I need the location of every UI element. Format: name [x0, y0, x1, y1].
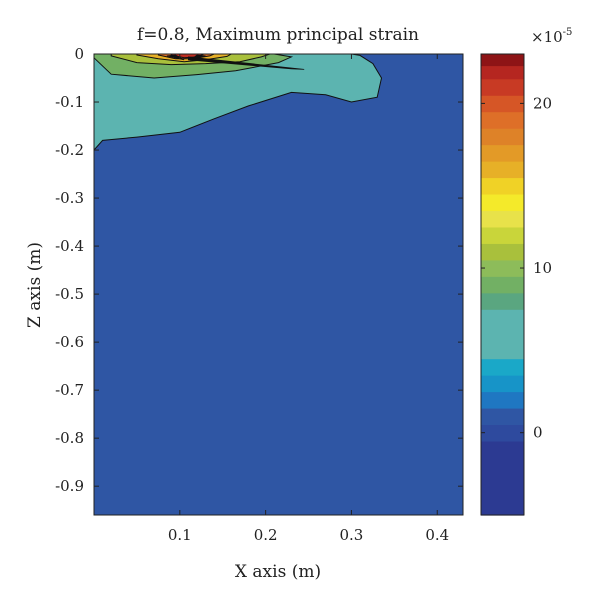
colorbar-tick-label: 20 — [533, 94, 552, 112]
y-tick-label: -0.6 — [55, 333, 84, 351]
colorbar-band — [481, 243, 524, 261]
colorbar-band — [481, 111, 524, 129]
colorbar-band — [481, 95, 524, 113]
x-axis: 0.1 0.2 0.3 0.4 — [168, 54, 449, 544]
contour-region-level-5.5 — [94, 54, 383, 151]
colorbar-band — [481, 128, 524, 146]
colorbar: 0 10 20 — [480, 53, 552, 516]
y-tick-label: -0.4 — [55, 237, 84, 255]
colorbar-exponent: ×10-5 — [531, 27, 572, 46]
x-tick-label: 0.1 — [168, 526, 192, 544]
colorbar-band — [481, 144, 524, 162]
colorbar-band — [481, 210, 524, 228]
colorbar-tick-label: 10 — [533, 259, 552, 277]
x-tick-label: 0.2 — [254, 526, 278, 544]
colorbar-band — [481, 161, 524, 179]
contour-spike-1 — [187, 56, 305, 70]
colorbar-band — [481, 407, 524, 426]
plot-frame — [93, 53, 464, 516]
colorbar-band — [481, 193, 524, 212]
x-tick-label: 0.3 — [340, 526, 364, 544]
x-tick-label: 0.4 — [425, 526, 449, 544]
y-tick-label: -0.2 — [55, 141, 84, 159]
colorbar-band — [481, 309, 524, 360]
colorbar-band — [481, 226, 524, 244]
colorbar-band — [481, 177, 524, 195]
y-tick-label: -0.7 — [55, 381, 84, 399]
colorbar-band — [481, 440, 524, 516]
plot-area — [93, 53, 464, 516]
colorbar-frame — [480, 53, 525, 516]
x-axis-label: X axis (m) — [235, 562, 321, 582]
colorbar-tick-label: 0 — [533, 424, 543, 442]
contour-spike-3 — [189, 54, 206, 61]
colorbar-band — [481, 292, 524, 310]
colorbar-band — [481, 424, 524, 442]
y-tick-label: -0.1 — [55, 93, 84, 111]
chart-title: f=0.8, Maximum principal strain — [137, 25, 419, 45]
colorbar-band — [481, 358, 524, 376]
colorbar-band — [481, 78, 524, 96]
y-axis-label: Z axis (m) — [25, 242, 45, 328]
colorbar-band — [481, 276, 524, 294]
y-tick-label: -0.8 — [55, 429, 84, 447]
y-axis: 0 -0.1 -0.2 -0.3 -0.4 -0.5 -0.6 -0.7 -0.8 -0.9 — [55, 45, 463, 495]
y-tick-label: -0.3 — [55, 189, 84, 207]
colorbar-band — [481, 259, 524, 277]
y-tick-label: -0.9 — [55, 477, 84, 495]
colorbar-band — [481, 375, 524, 393]
y-tick-label: -0.5 — [55, 285, 84, 303]
colorbar-band — [481, 391, 524, 409]
colorbar-band — [481, 65, 524, 80]
y-tick-label: 0 — [74, 45, 84, 63]
colorbar-band — [481, 54, 524, 67]
